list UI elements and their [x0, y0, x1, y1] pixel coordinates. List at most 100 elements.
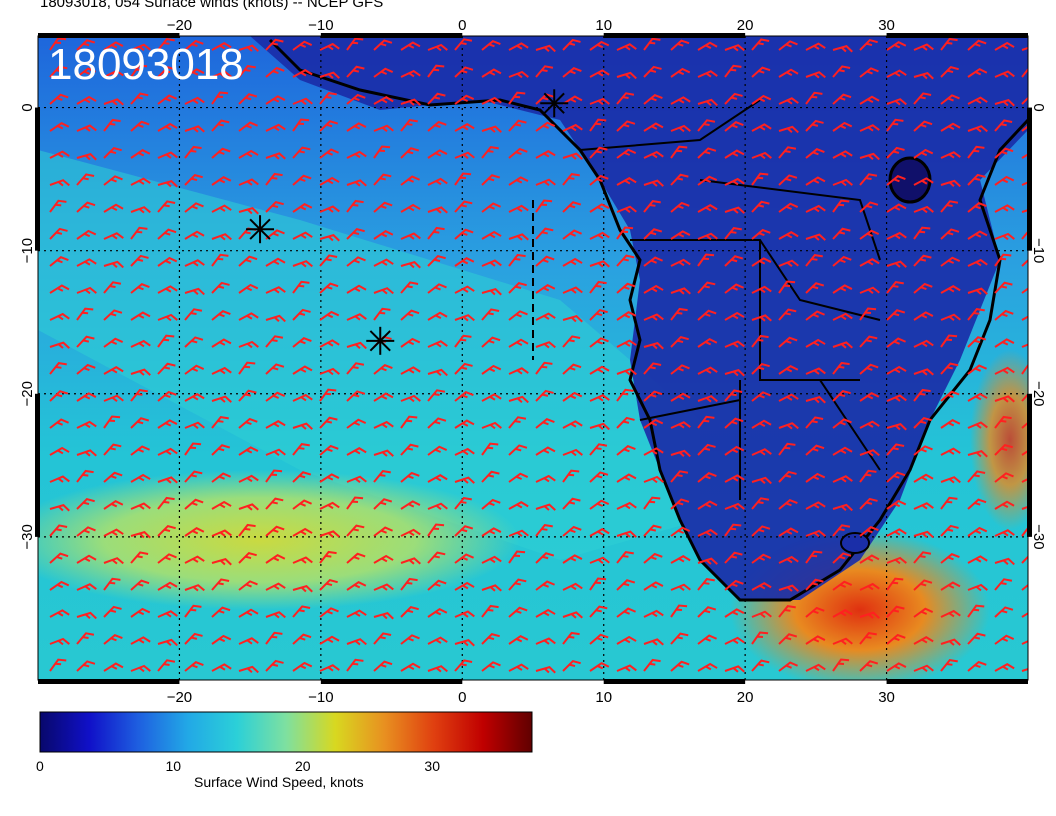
frame-bar	[1027, 393, 1032, 537]
wind-barb	[994, 119, 1013, 132]
wind-barb	[778, 97, 799, 105]
wind-barb	[724, 92, 743, 105]
wind-barb	[292, 40, 313, 51]
wind-barb	[940, 94, 960, 105]
wind-barb	[454, 257, 475, 267]
wind-barb	[373, 124, 394, 132]
wind-barb	[184, 584, 205, 592]
wind-barb	[832, 178, 853, 187]
wind-barb	[778, 280, 796, 294]
wind-barb	[832, 341, 853, 349]
wind-barb	[427, 636, 448, 645]
wind-barb	[670, 173, 689, 186]
wind-barb	[427, 311, 448, 321]
wind-barb	[130, 120, 150, 132]
wind-barb	[1021, 580, 1028, 591]
wind-barb	[940, 362, 959, 375]
wind-barb	[346, 609, 367, 618]
wind-barb	[238, 361, 256, 375]
wind-barb	[103, 605, 122, 618]
wind-barb	[373, 67, 394, 78]
wind-barb	[319, 550, 337, 564]
wind-barb	[292, 556, 313, 564]
wind-barb	[400, 337, 421, 348]
wind-barb	[994, 500, 1015, 510]
wind-barb	[211, 416, 229, 429]
wind-barb	[886, 394, 907, 402]
wind-barb	[562, 67, 582, 78]
wind-barb	[157, 313, 178, 322]
wind-barb	[805, 550, 823, 564]
wind-barb	[589, 260, 610, 268]
wind-barb	[427, 445, 448, 456]
wind-barb	[292, 605, 311, 618]
wind-barb	[292, 443, 310, 456]
lon-tick-label: 0	[458, 17, 466, 34]
wind-barb	[184, 230, 205, 240]
wind-barb	[832, 150, 853, 159]
wind-barb	[616, 368, 637, 376]
wind-barb	[589, 528, 610, 537]
wind-barb	[697, 309, 717, 321]
wind-barb	[562, 659, 581, 672]
wind-barb	[49, 256, 69, 267]
wind-barb	[103, 500, 124, 510]
storm-marker-1	[540, 89, 569, 118]
wind-barb	[859, 469, 877, 483]
wind-barb	[967, 632, 986, 645]
wind-barb	[481, 68, 502, 78]
wind-barb	[1021, 551, 1028, 564]
wind-barb	[1021, 523, 1028, 537]
wind-barb	[805, 501, 826, 510]
wind-barb	[967, 583, 988, 592]
wind-barb	[508, 281, 527, 294]
wind-barb	[562, 448, 583, 457]
lat-tick-label: −30	[1030, 524, 1047, 549]
wind-barb	[643, 581, 664, 591]
wind-barb	[373, 392, 394, 402]
wind-barb	[373, 364, 393, 375]
wind-barb	[346, 552, 366, 564]
wind-barb	[373, 420, 394, 429]
wind-barb	[184, 393, 205, 402]
wind-barb	[670, 392, 691, 402]
wind-barb	[238, 389, 257, 402]
wind-barb	[886, 337, 906, 348]
frame-bar	[603, 33, 746, 38]
wind-barb	[103, 443, 122, 456]
wind-barb	[724, 255, 744, 267]
wind-barb	[886, 471, 906, 483]
wind-barb	[49, 552, 69, 564]
wind-barb	[967, 125, 988, 133]
wind-barb	[238, 608, 259, 618]
wind-barb	[184, 527, 205, 537]
wind-barb	[400, 147, 420, 159]
wind-barb	[724, 340, 745, 348]
wind-barb	[454, 66, 474, 78]
wind-barb	[940, 200, 959, 213]
wind-barb	[292, 97, 313, 105]
wind-barb	[643, 496, 661, 510]
wind-barb	[400, 175, 420, 186]
frame-bars	[35, 33, 1032, 684]
wind-barb	[670, 335, 689, 348]
wind-barb	[535, 341, 556, 349]
wind-barb	[967, 450, 988, 458]
wind-barb	[994, 663, 1015, 672]
wind-barb	[886, 365, 907, 375]
wind-barb	[211, 70, 232, 78]
wind-barb	[265, 525, 285, 537]
wind-barb	[751, 448, 772, 456]
wind-barb	[481, 174, 501, 186]
wind-barb	[535, 446, 556, 456]
frame-bar	[886, 679, 1028, 684]
wind-barb	[967, 421, 988, 429]
wind-barb	[589, 499, 610, 510]
wind-barb	[157, 553, 177, 564]
wind-barb	[508, 635, 529, 645]
wind-barb	[103, 118, 121, 132]
wind-barb	[778, 422, 799, 430]
wind-barb	[454, 581, 475, 591]
wind-barb	[562, 582, 583, 591]
wind-barb	[643, 200, 661, 213]
